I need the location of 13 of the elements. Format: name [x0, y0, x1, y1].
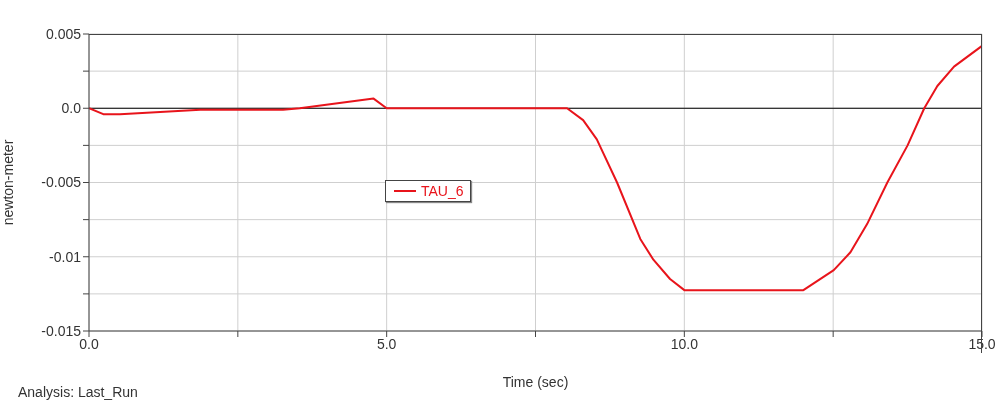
- y-tick-label: 0.005: [45, 25, 82, 42]
- x-tick-label: 0.0: [79, 335, 99, 352]
- x-tick-label: 5.0: [376, 335, 397, 352]
- legend-label: TAU_6: [420, 183, 464, 199]
- text: Analysis: Last_Run: [18, 384, 138, 400]
- y-tick-label: 0.0: [61, 100, 82, 117]
- x-tick-label: 10.0: [670, 335, 699, 352]
- y-tick-label: -0.005: [41, 174, 82, 191]
- y-tick-label: -0.01: [49, 248, 82, 265]
- y-axis-title: newton-meter: [0, 139, 16, 226]
- x-axis-title: Time (sec): [502, 374, 569, 390]
- line-series: [89, 44, 982, 292]
- y-tick-label: -0.015: [41, 322, 82, 339]
